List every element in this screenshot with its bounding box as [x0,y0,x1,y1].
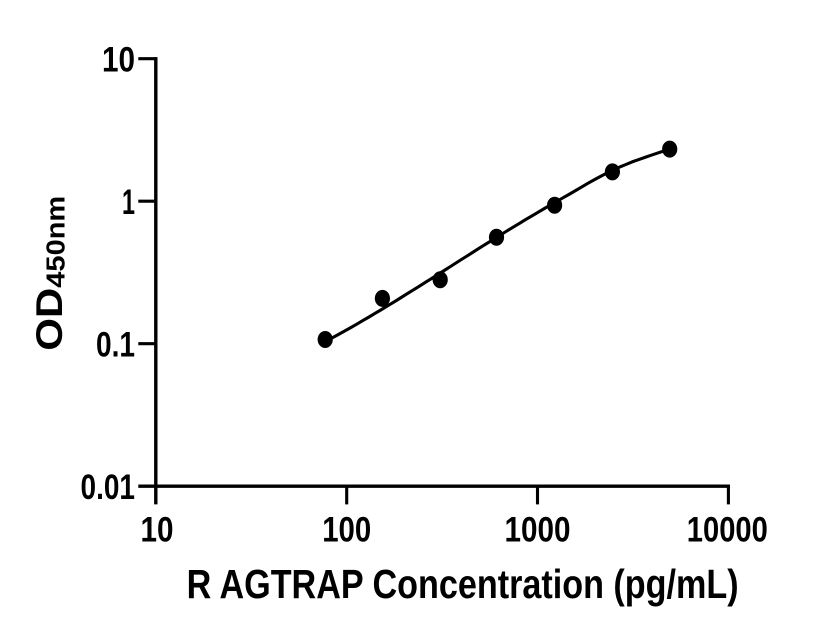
svg-text:0.1: 0.1 [96,325,135,364]
svg-text:R AGTRAP Concentration (pg/mL): R AGTRAP Concentration (pg/mL) [187,561,739,607]
svg-text:0.01: 0.01 [81,468,136,507]
svg-text:1000: 1000 [505,510,571,549]
svg-text:10: 10 [141,510,174,549]
svg-text:100: 100 [322,510,371,549]
svg-text:10000: 10000 [687,510,768,549]
svg-text:1: 1 [122,183,135,222]
svg-text:10: 10 [102,40,135,79]
